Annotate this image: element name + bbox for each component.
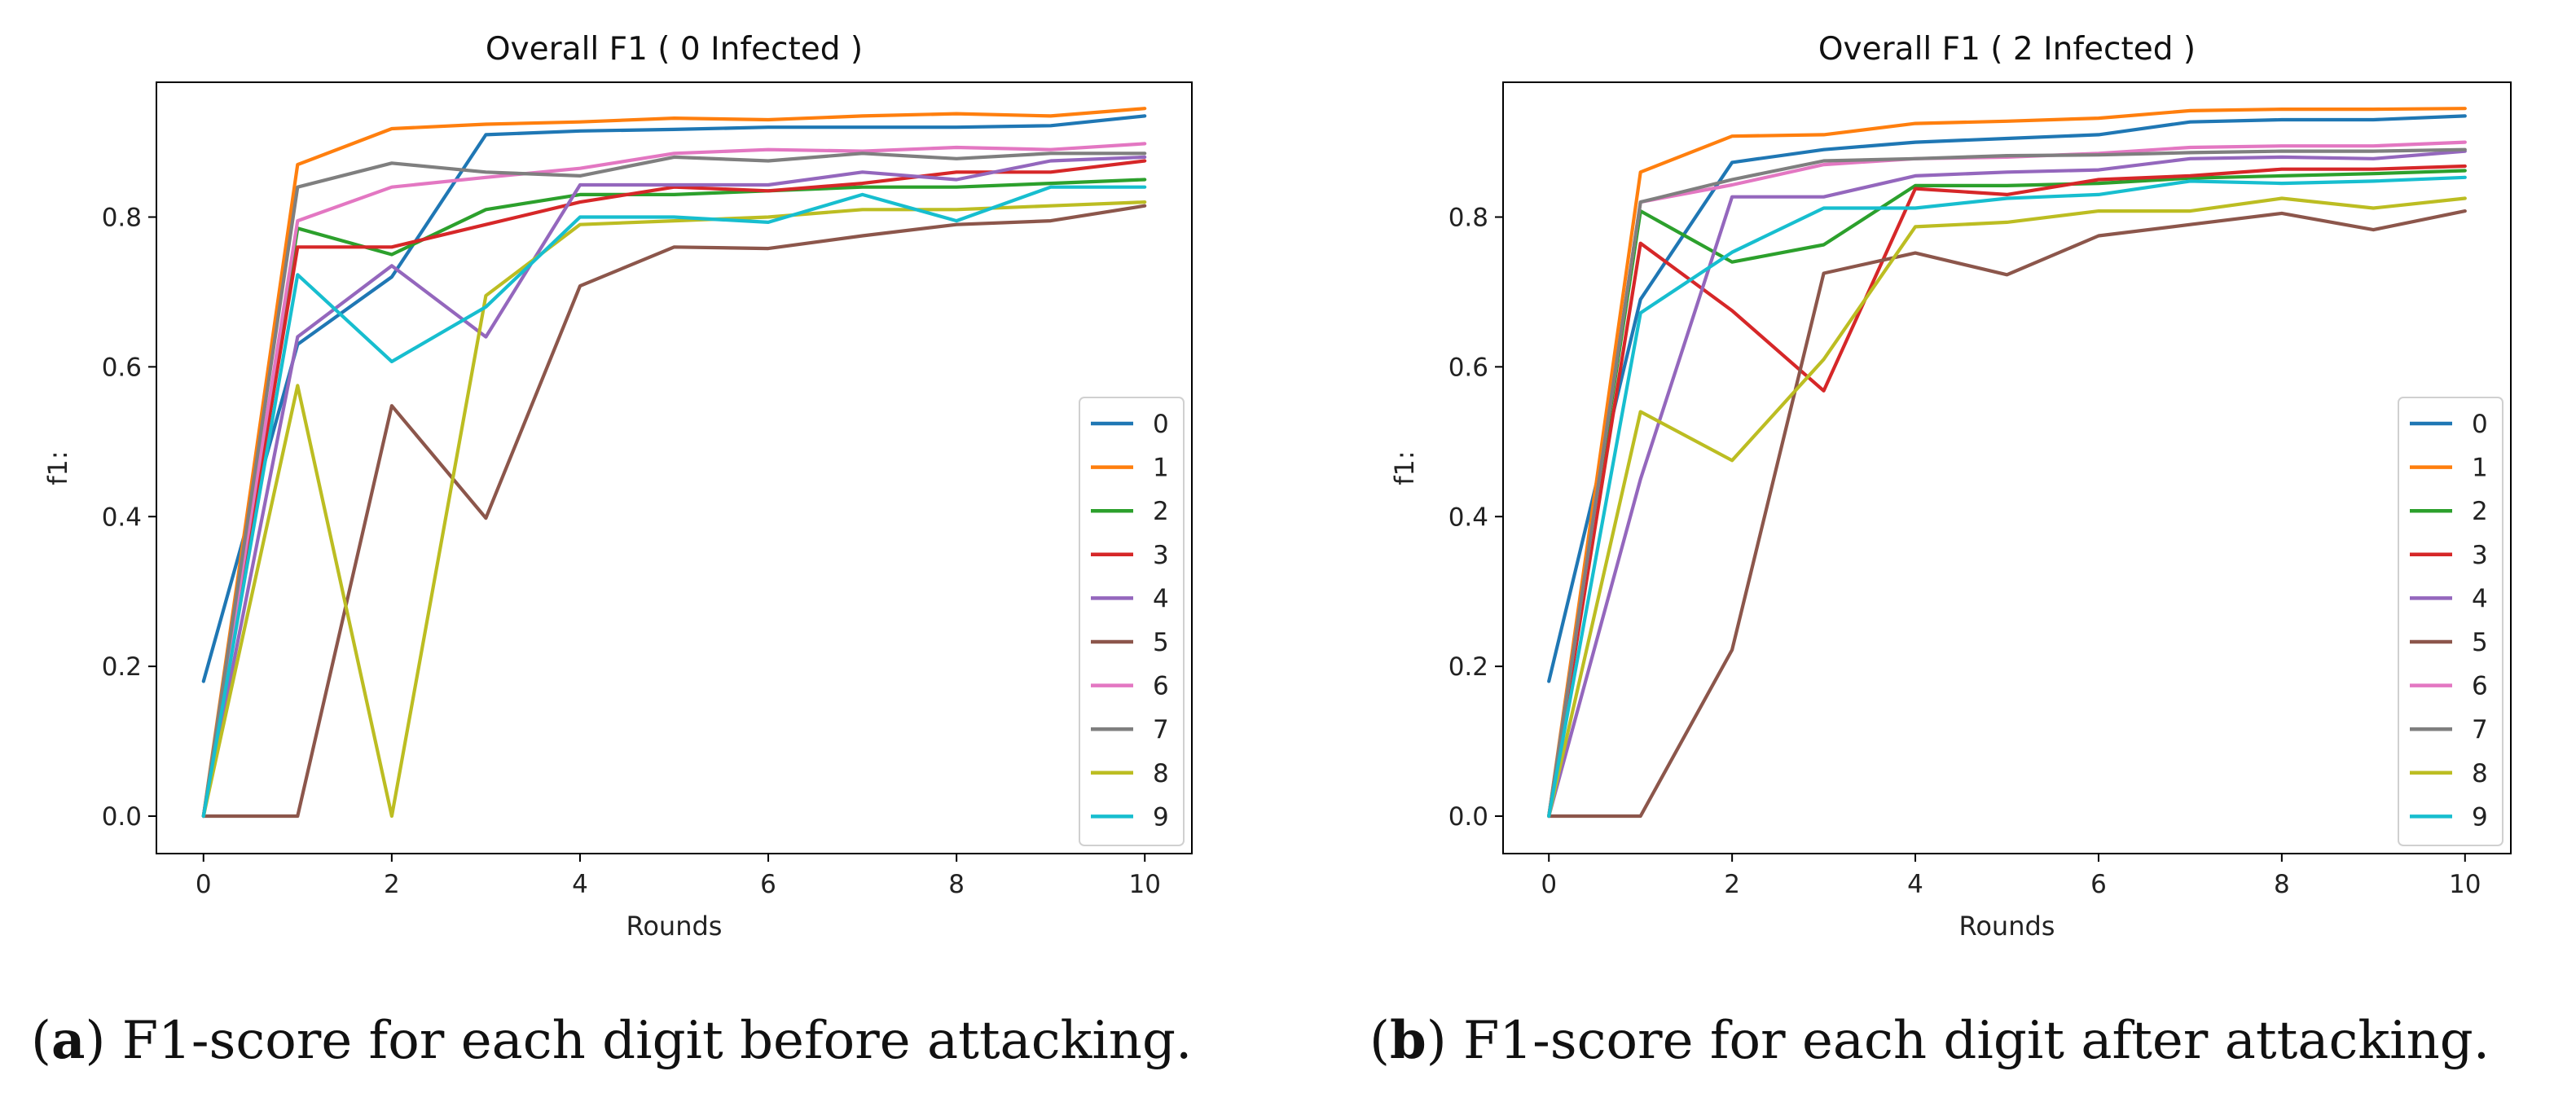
plot-frame (156, 81, 1193, 854)
series-line-0 (201, 114, 1147, 683)
series-line-7 (201, 151, 1147, 819)
legend-label-0: 0 (2472, 410, 2488, 439)
y-tick-label: 0.2 (1448, 652, 1488, 682)
series-line-2 (201, 178, 1147, 819)
x-tick-label: 10 (2449, 870, 2481, 899)
legend-label-9: 9 (1153, 802, 1169, 832)
legend-label-1: 1 (2472, 454, 2488, 483)
series-line-4 (201, 155, 1147, 819)
series-line-3 (201, 159, 1147, 819)
caption-b-text: ) F1-score for each digit after attackin… (1426, 1011, 2490, 1071)
x-axis-label: Rounds (1959, 911, 2055, 942)
x-tick-label: 6 (760, 870, 776, 899)
y-axis-label: f1: (42, 450, 73, 485)
legend-label-2: 2 (2472, 497, 2488, 526)
f1-chart-after-attack: Overall F1 ( 2 Infected )0 2 4 6 8 100.00.20.… (1389, 31, 2512, 942)
caption-b: (b) F1-score for each digit after attack… (1369, 1010, 2490, 1071)
legend-label-7: 7 (2472, 715, 2488, 744)
legend-label-8: 8 (2472, 759, 2488, 788)
x-tick-label: 8 (2274, 870, 2290, 899)
series-line-4 (1547, 149, 2467, 819)
legend-label-1: 1 (1153, 454, 1169, 483)
series-line-9 (201, 185, 1147, 819)
x-tick-label: 10 (1129, 870, 1161, 899)
legend-label-2: 2 (1153, 497, 1169, 526)
chart-title: Overall F1 ( 0 Infected ) (486, 31, 863, 68)
y-tick-label: 0.4 (102, 503, 142, 532)
x-tick-label: 8 (948, 870, 965, 899)
x-tick-label: 2 (384, 870, 400, 899)
y-axis-label: f1: (1389, 450, 1420, 485)
plot-frame (1502, 81, 2512, 854)
y-tick-label: 0.8 (102, 203, 142, 232)
legend-label-4: 4 (1153, 584, 1169, 613)
x-axis-label: Rounds (626, 911, 723, 942)
x-tick-label: 0 (1541, 870, 1557, 899)
series-line-9 (1547, 175, 2467, 819)
x-tick-label: 2 (1724, 870, 1740, 899)
series-line-0 (1547, 114, 2467, 683)
legend-label-5: 5 (2472, 628, 2488, 657)
series-line-8 (201, 200, 1147, 819)
x-tick-label: 6 (2090, 870, 2107, 899)
series-line-6 (1547, 140, 2467, 819)
series-line-5 (1547, 209, 2467, 819)
y-tick-label: 0.2 (102, 652, 142, 682)
legend-label-5: 5 (1153, 628, 1169, 657)
x-tick-label: 4 (572, 870, 588, 899)
caption-b-label: b (1389, 1010, 1426, 1071)
caption-a: (a) F1-score for each digit before attac… (31, 1010, 1193, 1071)
series-line-2 (1547, 169, 2467, 819)
y-tick-label: 0.4 (1448, 503, 1488, 532)
caption-a-text: ) F1-score for each digit before attacki… (85, 1011, 1193, 1071)
legend-label-3: 3 (2472, 541, 2488, 570)
y-tick-label: 0.8 (1448, 203, 1488, 232)
f1-chart-before-attack: Overall F1 ( 0 Infected )0 2 4 6 8 100.00.20.… (42, 31, 1193, 942)
chart-title: Overall F1 ( 2 Infected ) (1818, 31, 2196, 68)
legend-label-0: 0 (1153, 410, 1169, 439)
series-line-7 (1547, 147, 2467, 819)
legend: 0 1 2 3 4 5 6 7 8 9 (1079, 397, 1185, 846)
series-line-6 (201, 142, 1147, 819)
legend: 0 1 2 3 4 5 6 7 8 9 (2398, 397, 2503, 846)
legend-label-3: 3 (1153, 541, 1169, 570)
x-tick-label: 0 (196, 870, 212, 899)
legend-label-6: 6 (2472, 672, 2488, 701)
legend-label-9: 9 (2472, 802, 2488, 832)
series-line-8 (1547, 196, 2467, 819)
legend-label-4: 4 (2472, 584, 2488, 613)
x-tick-label: 4 (1907, 870, 1923, 899)
legend-label-7: 7 (1153, 715, 1169, 744)
y-tick-label: 0.0 (1448, 802, 1488, 832)
series-line-3 (1547, 164, 2467, 819)
y-tick-label: 0.0 (102, 802, 142, 832)
legend-label-6: 6 (1153, 672, 1169, 701)
y-tick-label: 0.6 (1448, 353, 1488, 382)
y-tick-label: 0.6 (102, 353, 142, 382)
chart-panel-a: Overall F1 ( 0 Infected ) 0 2 4 6 8 10 0.0 0.2 0.… (31, 31, 1193, 1071)
series-line-1 (201, 107, 1147, 819)
legend-label-8: 8 (1153, 759, 1169, 788)
caption-a-label: a (51, 1010, 86, 1071)
series-line-1 (1547, 107, 2467, 819)
series-line-5 (201, 204, 1147, 819)
chart-panel-b: Overall F1 ( 2 Infected ) 0 2 4 6 8 10 0.0 0.2 0.… (1288, 0, 2576, 1102)
